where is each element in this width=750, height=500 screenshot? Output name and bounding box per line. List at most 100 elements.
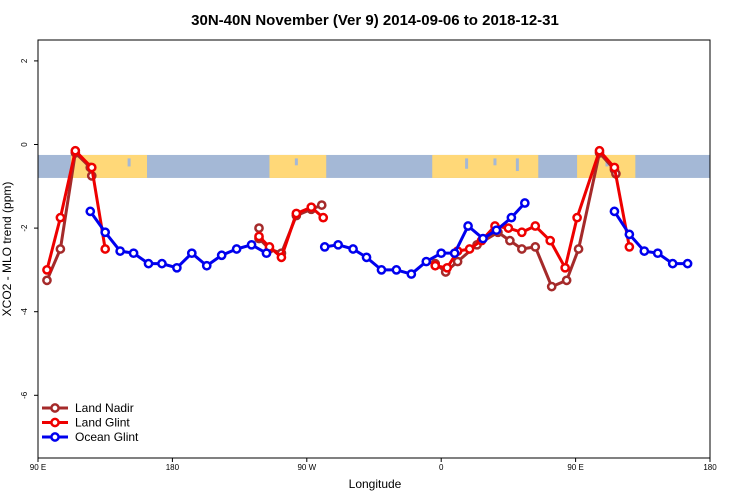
land-nadir-point (530, 242, 541, 252)
coast-inlet (294, 158, 298, 166)
ocean-glint-point (609, 206, 620, 217)
legend-swatch-point (50, 403, 60, 413)
land-glint-point (594, 145, 605, 156)
plot-frame (37, 39, 711, 459)
ocean-glint-point (436, 248, 447, 259)
ocean-glint-point (348, 244, 358, 254)
ocean-glint-point (172, 262, 182, 273)
y-tick-label: -6 (20, 391, 29, 399)
land-glint-point (430, 260, 441, 271)
land-glint-point (624, 242, 635, 252)
land-glint-point (464, 244, 475, 254)
land-nadir-point (505, 235, 515, 246)
land-glint-point (442, 262, 453, 273)
coast-inlet (127, 158, 131, 167)
land-nadir-point (452, 256, 463, 267)
land-glint-point (100, 244, 111, 254)
data-series (42, 145, 693, 292)
legend-label: Land Nadir (75, 401, 134, 415)
ocean-glint-point (463, 221, 473, 231)
land-nadir-point (55, 244, 66, 254)
y-axis-label: XCO2 - MLO trend (ppm) (0, 182, 14, 317)
legend-item-land-glint: Land Glint (42, 416, 130, 430)
x-tick-label: 90 E (30, 463, 46, 472)
legend-swatch-point (50, 432, 60, 442)
legend-swatch-point (50, 417, 60, 428)
x-tick-label: 90 W (297, 463, 316, 472)
land-glint-point (86, 162, 97, 173)
x-axis-label: Longitude (349, 477, 402, 491)
ocean-glint-point (100, 227, 111, 238)
x-tick-label: 180 (703, 463, 717, 472)
axis-ticks: 90 E 180 90 W 0 90 E 180 2 0 -2 -4 -6 (20, 58, 717, 472)
land-glint-point (306, 202, 317, 213)
ocean-glint-point (421, 256, 432, 267)
ocean-glint-point (506, 212, 517, 223)
land-glint-point (276, 252, 287, 263)
ocean-glint-point (624, 229, 635, 240)
coast-inlet (515, 158, 519, 172)
ocean-glint-point (128, 248, 139, 259)
land-band-segment (269, 154, 327, 178)
y-tick-label: 2 (20, 58, 29, 63)
land-ocean-band (38, 154, 710, 178)
coast-inlet (250, 158, 254, 170)
land-glint-point (572, 212, 582, 223)
land-nadir-point (516, 244, 527, 254)
land-glint-point (530, 221, 541, 231)
x-tick-label: 0 (439, 463, 444, 472)
land-nadir-point (316, 200, 327, 210)
ocean-glint-point (143, 258, 154, 269)
ocean-glint-point (391, 265, 402, 275)
land-glint-point (318, 212, 329, 223)
land-nadir-point (42, 275, 52, 286)
ocean-glint-point (361, 252, 372, 263)
land-glint-point (560, 262, 570, 273)
land-nadir-point (561, 275, 572, 286)
land-glint-point (609, 162, 620, 173)
land-glint-point (516, 227, 527, 238)
land-glint-point (42, 265, 52, 275)
y-tick-label: -2 (20, 224, 29, 232)
land-band-segment (432, 154, 539, 178)
ocean-glint-point (246, 239, 257, 250)
land-glint-point (291, 208, 302, 219)
land-glint-point (503, 223, 514, 233)
legend-item-land-nadir: Land Nadir (42, 401, 134, 415)
land-glint-point (55, 212, 66, 223)
ocean-glint-point (157, 258, 167, 269)
ocean-glint-point (186, 248, 197, 259)
ocean-glint-point (319, 242, 330, 252)
ocean-glint-point (478, 233, 488, 244)
y-tick-label: 0 (20, 142, 29, 147)
ocean-glint-point (682, 258, 693, 269)
series-ocean-glint (85, 198, 693, 279)
y-tick-label: -4 (20, 308, 29, 316)
legend-label: Ocean Glint (75, 430, 139, 444)
legend-label: Land Glint (75, 416, 130, 430)
land-nadir-point (573, 244, 584, 254)
ocean-glint-point (231, 244, 242, 254)
x-tick-label: 90 E (567, 463, 583, 472)
ocean-glint-point (201, 260, 212, 271)
ocean-glint-point (333, 239, 344, 250)
ocean-glint-point (667, 258, 678, 269)
ocean-glint-point (449, 248, 460, 259)
ocean-glint-point (491, 225, 502, 236)
ocean-glint-point (652, 248, 663, 259)
land-nadir-point (254, 223, 264, 233)
series-land-glint (42, 145, 635, 275)
land-glint-point (254, 231, 264, 242)
ocean-glint-point (85, 206, 96, 217)
ocean-glint-point (519, 198, 530, 208)
land-glint-point (70, 145, 81, 156)
land-nadir-point (546, 281, 557, 292)
coast-inlet (465, 158, 469, 169)
ocean-glint-point (639, 246, 650, 256)
ocean-glint-point (406, 269, 417, 279)
chart-title: 30N-40N November (Ver 9) 2014-09-06 to 2… (191, 12, 559, 29)
ocean-glint-point (115, 246, 125, 256)
ocean-glint-point (216, 250, 227, 261)
